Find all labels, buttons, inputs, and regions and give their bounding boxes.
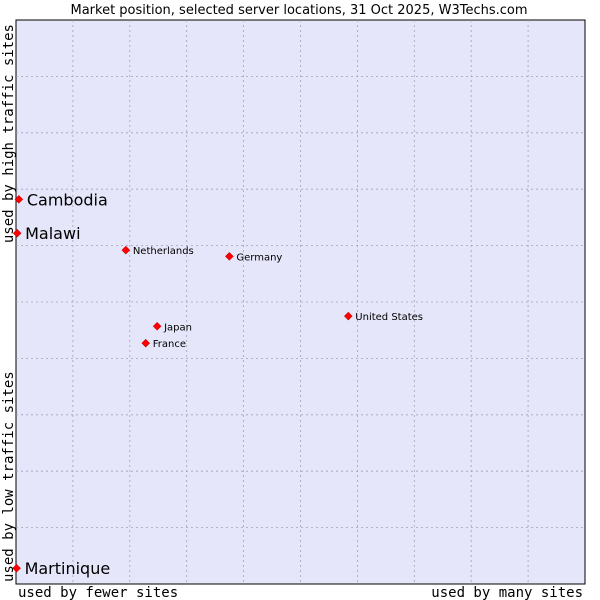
point-marker-cambodia <box>14 194 24 204</box>
point-france: France <box>141 338 186 350</box>
x-axis-label-low: used by fewer sites <box>18 585 178 600</box>
point-marker-united-states <box>343 311 353 321</box>
point-martinique: Martinique <box>12 559 111 578</box>
point-marker-martinique <box>12 563 21 573</box>
point-united-states: United States <box>343 311 423 323</box>
point-cambodia: Cambodia <box>14 190 108 209</box>
point-marker-japan <box>152 321 162 331</box>
point-label-netherlands: Netherlands <box>133 246 194 257</box>
point-marker-netherlands <box>121 245 131 255</box>
point-netherlands: Netherlands <box>121 245 194 257</box>
grid-lines <box>16 20 585 584</box>
point-marker-malawi <box>12 228 22 238</box>
point-marker-france <box>141 338 151 348</box>
point-germany: Germany <box>225 251 282 263</box>
point-label-martinique: Martinique <box>25 559 111 578</box>
y-axis-label-high: used by high traffic sites <box>1 24 17 243</box>
point-malawi: Malawi <box>12 224 81 243</box>
point-japan: Japan <box>152 321 192 333</box>
point-label-cambodia: Cambodia <box>27 190 108 209</box>
point-label-japan: Japan <box>163 322 192 333</box>
x-axis-label-high: used by many sites <box>431 585 583 600</box>
point-label-united-states: United States <box>355 312 423 323</box>
y-axis-label-low: used by low traffic sites <box>1 371 17 582</box>
point-label-france: France <box>153 339 186 350</box>
point-label-germany: Germany <box>236 252 282 263</box>
point-marker-germany <box>225 251 234 261</box>
data-points: Cambodia Malawi Netherlands Germany United S… <box>12 190 423 578</box>
chart-title: Market position, selected server locatio… <box>70 3 527 18</box>
point-label-malawi: Malawi <box>25 224 80 243</box>
